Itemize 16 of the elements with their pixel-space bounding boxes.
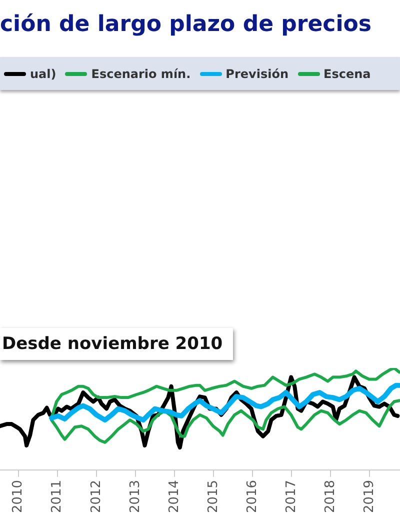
legend-label: Escena <box>324 66 371 80</box>
x-tick-label: 2016 <box>244 480 260 514</box>
x-tick-label: 2012 <box>88 480 104 514</box>
x-tick-label: 2015 <box>206 480 221 514</box>
legend-label: ual) <box>30 66 56 80</box>
legend-label: Previsión <box>226 66 288 80</box>
x-tick-label: 2018 <box>322 480 338 514</box>
text: Desde noviembre 2010 <box>0 328 233 360</box>
x-tick-label: 2010 <box>10 480 26 514</box>
x-tick-label: 2017 <box>284 480 299 514</box>
x-tick-label: 2013 <box>128 480 143 514</box>
x-tick-label: 2011 <box>50 480 65 514</box>
legend-label: Escenario mín. <box>91 66 191 80</box>
x-tick-label: 2019 <box>362 480 377 514</box>
chart-title: ción de largo plazo de precios <box>0 12 372 37</box>
x-tick-label: 2014 <box>166 480 182 514</box>
